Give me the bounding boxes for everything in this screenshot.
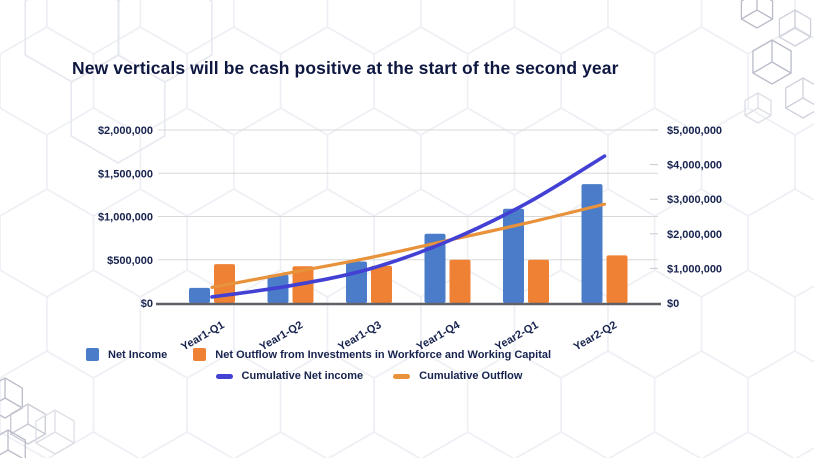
left-axis-tick-label: $1,000,000	[98, 212, 153, 224]
bar-net-outflow-from-investments-in-workforce-and-working-capital-year1-q3	[371, 265, 392, 303]
cube-wireframe	[10, 403, 46, 445]
cube-edge	[802, 97, 814, 106]
cube-edge	[10, 423, 29, 435]
hexagon-outline	[794, 285, 814, 363]
legend-label: Cumulative Net income	[241, 370, 364, 382]
bar-net-outflow-from-investments-in-workforce-and-working-capital-year2-q1	[528, 259, 549, 303]
bar-net-income-year1-q3	[346, 261, 367, 303]
legend-item-net-income: Net Income	[86, 348, 167, 361]
legend-row-bars: Net Income Net Outflow from Investments i…	[86, 348, 652, 361]
legend-swatch-cumulative-outflow	[393, 373, 411, 379]
cube-wireframe	[785, 77, 814, 119]
left-axis-tick-label: $2,000,000	[98, 125, 153, 137]
slide-title: New verticals will be cash positive at t…	[72, 58, 619, 78]
legend-swatch-net-outflow-from-investments-in-workforce-and-working-capital	[193, 348, 207, 361]
cube-edge	[752, 61, 773, 74]
cube-wireframe	[0, 429, 26, 458]
right-axis-tick-label: $0	[667, 298, 679, 310]
hexagon-outline	[70, 54, 166, 164]
cube-wireframe	[752, 39, 792, 85]
hexagon-outline	[794, 123, 814, 201]
bar-net-income-year2-q2	[581, 184, 603, 303]
legend-row-lines: Cumulative Net income Cumulative Outflow	[86, 370, 652, 382]
bar-net-income-year1-q1	[189, 287, 210, 303]
legend-swatch-net-income	[86, 348, 99, 361]
bar-net-outflow-from-investments-in-workforce-and-working-capital-year1-q4	[449, 259, 471, 303]
legend-swatch-cumulative-net-income	[215, 373, 233, 379]
chart-legend: Net Income Net Outflow from Investments i…	[86, 348, 652, 382]
cube-edge	[756, 9, 773, 20]
bar-net-outflow-from-investments-in-workforce-and-working-capital-year2-q2	[606, 255, 628, 303]
cube-wireframe	[0, 377, 23, 419]
right-axis-tick-label: $1,000,000	[667, 263, 722, 275]
legend-label: Net Outflow from Investments in Workforc…	[215, 348, 552, 361]
cube-edge	[744, 107, 759, 117]
right-axis-tick-label: $3,000,000	[667, 194, 722, 206]
cube-edge	[741, 9, 758, 20]
cube-edge	[0, 397, 6, 402]
hexagon-outline	[747, 350, 814, 458]
cube-edge	[757, 107, 772, 117]
cube-wireframe	[778, 9, 812, 47]
legend-item-net-outflow-from-investments-in-workforce-and-working-capital: Net Outflow from Investments in Workforc…	[193, 348, 551, 361]
bar-net-income-year1-q4	[424, 233, 446, 303]
left-axis-tick-label: $500,000	[107, 255, 153, 267]
cube-edge	[794, 27, 811, 38]
legend-label: Cumulative Outflow	[419, 370, 523, 382]
cube-edge	[35, 431, 56, 444]
bar-net-income-year2-q1	[503, 208, 524, 303]
line-cumulative-outflow	[210, 202, 607, 290]
cube-edge	[7, 449, 24, 458]
cube-wireframe	[35, 409, 75, 455]
legend-label: Net Income	[108, 348, 168, 361]
cube-edge	[4, 397, 23, 409]
cube-wireframe	[744, 92, 772, 124]
left-axis-tick-label: $1,500,000	[98, 168, 153, 180]
line-cumulative-net-income	[210, 154, 607, 299]
right-axis-tick-label: $2,000,000	[667, 229, 722, 241]
cube-edge	[771, 61, 792, 74]
legend-item-cumulative-outflow: Cumulative Outflow	[393, 370, 522, 382]
cube-edge	[0, 449, 9, 456]
cube-wireframe	[740, 0, 774, 29]
cube-edge	[779, 27, 796, 38]
cube-edge	[785, 97, 804, 109]
cube-edge	[54, 431, 75, 444]
right-axis-tick-label: $4,000,000	[667, 160, 722, 172]
left-axis-tick-label: $0	[141, 298, 153, 310]
legend-item-cumulative-net-income: Cumulative Net income	[215, 370, 364, 382]
cube-edge	[27, 423, 46, 435]
right-axis-tick-label: $5,000,000	[667, 125, 722, 137]
